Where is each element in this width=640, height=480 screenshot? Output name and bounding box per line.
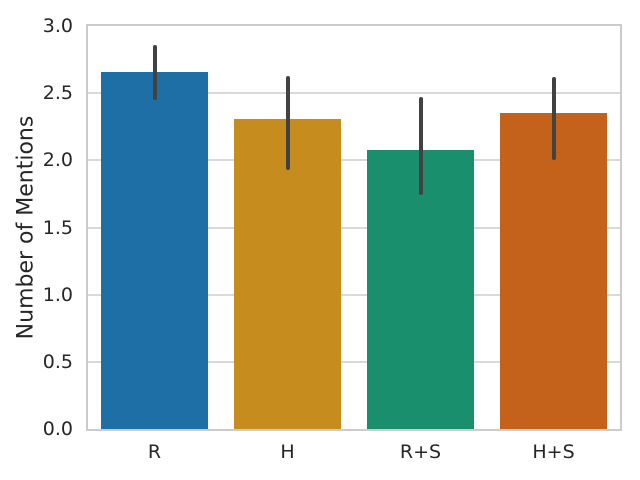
x-tick-label: H+S bbox=[532, 441, 575, 463]
bar-r bbox=[101, 71, 208, 429]
error-bar-rpluss bbox=[418, 97, 423, 196]
x-tick-label: R bbox=[147, 441, 162, 463]
y-tick-label: 2.5 bbox=[42, 82, 73, 105]
bar-hpluss bbox=[500, 113, 607, 429]
bar-rpluss bbox=[367, 149, 474, 429]
gridline bbox=[88, 92, 620, 95]
gridline bbox=[88, 360, 620, 363]
y-tick-label: 0.5 bbox=[42, 350, 73, 373]
gridline bbox=[88, 226, 620, 229]
bar-h bbox=[234, 118, 341, 429]
gridline bbox=[88, 293, 620, 296]
error-bar-h bbox=[285, 75, 290, 170]
y-tick-label: 1.0 bbox=[42, 283, 73, 306]
x-tick-label: H bbox=[280, 441, 295, 463]
bar-chart-plot-area bbox=[86, 24, 622, 431]
y-tick-label: 1.5 bbox=[42, 216, 73, 239]
x-tick-label: R+S bbox=[399, 441, 442, 463]
y-tick-label: 0.0 bbox=[42, 418, 73, 440]
y-tick-label: 2.0 bbox=[42, 149, 73, 172]
error-bar-r bbox=[152, 44, 157, 100]
gridline bbox=[88, 159, 620, 162]
error-bar-hpluss bbox=[551, 77, 556, 161]
y-tick-label: 3.0 bbox=[42, 15, 73, 37]
